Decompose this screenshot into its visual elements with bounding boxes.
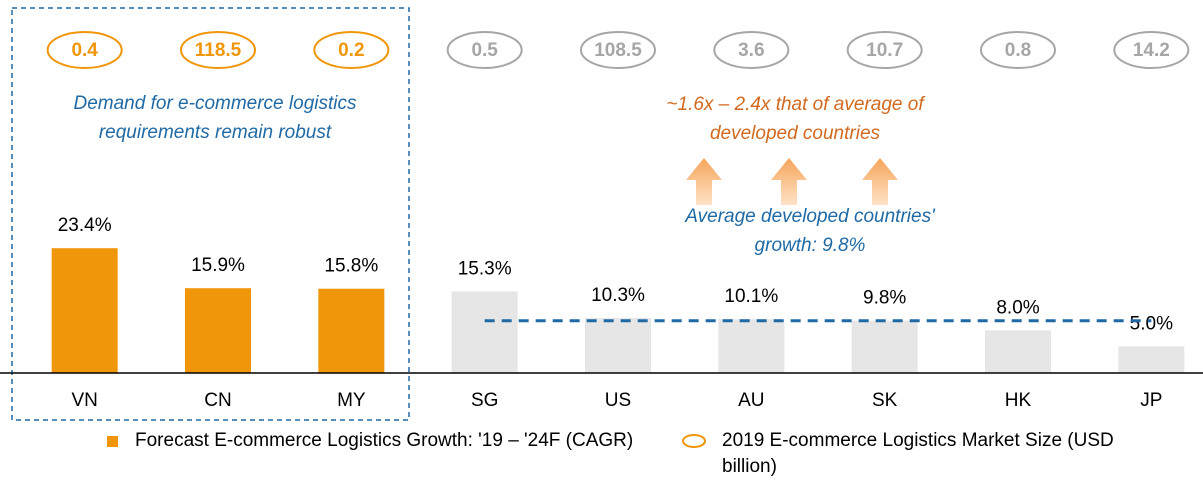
market-size-bubble [180,31,256,69]
x-tick-label: US [605,390,631,411]
value-label: 15.9% [191,255,245,276]
bar [318,288,385,373]
annotation: ~1.6x – 2.4x that of average of develope… [666,94,924,144]
market-size-label: 108.5 [594,40,642,61]
highlight-box [11,7,410,421]
market-size-label: 10.7 [866,40,903,61]
value-label: 9.8% [863,288,906,309]
market-size-bubble [713,31,790,69]
x-tick-label: VN [71,390,97,411]
market-size-label: 3.6 [738,40,764,61]
x-tick-label: MY [337,390,366,411]
market-size-label: 14.2 [1133,40,1170,61]
value-label: 10.1% [724,286,778,307]
value-label: 8.0% [996,297,1039,318]
bar [1118,346,1185,373]
x-tick-label: AU [738,390,764,411]
x-tick-label: JP [1140,390,1162,411]
market-size-bubble [1113,31,1190,69]
x-tick-label: SG [471,390,498,411]
market-size-label: 0.5 [471,40,498,61]
x-tick-label: CN [204,390,231,411]
market-size-bubble [313,31,390,69]
legend-marker-svg [682,434,706,448]
value-label: 15.3% [458,258,512,279]
market-size-label: 0.8 [1005,40,1031,61]
legend-label: Forecast E-commerce Logistics Growth: '1… [135,430,634,451]
x-tick-label: SK [872,390,898,411]
bar [185,288,251,373]
market-size-label: 0.2 [338,40,364,61]
market-size-label: 118.5 [195,40,242,61]
market-size-bubble [980,31,1056,69]
bar [51,248,118,373]
market-size-bubble [446,31,523,69]
legend-marker [107,436,118,447]
legend-marker [682,434,706,448]
market-size-bubble [580,31,656,69]
arrows [686,158,898,205]
bar [585,318,651,373]
value-label: 5.0% [1130,313,1173,334]
annotation: Average developed countries' growth: 9.8… [685,206,935,256]
value-label: 10.3% [591,285,645,306]
value-label: 15.8% [324,256,378,277]
bar [851,320,918,373]
legend-label: 2019 E-commerce Logistics Market Size (U… [722,430,1114,477]
annotation: Demand for e-commerce logistics requirem… [73,93,357,143]
market-size-label: 0.4 [71,40,98,61]
bar [451,291,518,373]
x-tick-label: HK [1005,390,1032,411]
bar [985,330,1051,373]
market-size-bubble [46,31,123,69]
value-label: 23.4% [58,215,112,236]
market-size-bubble [846,31,923,69]
bar [718,319,785,373]
